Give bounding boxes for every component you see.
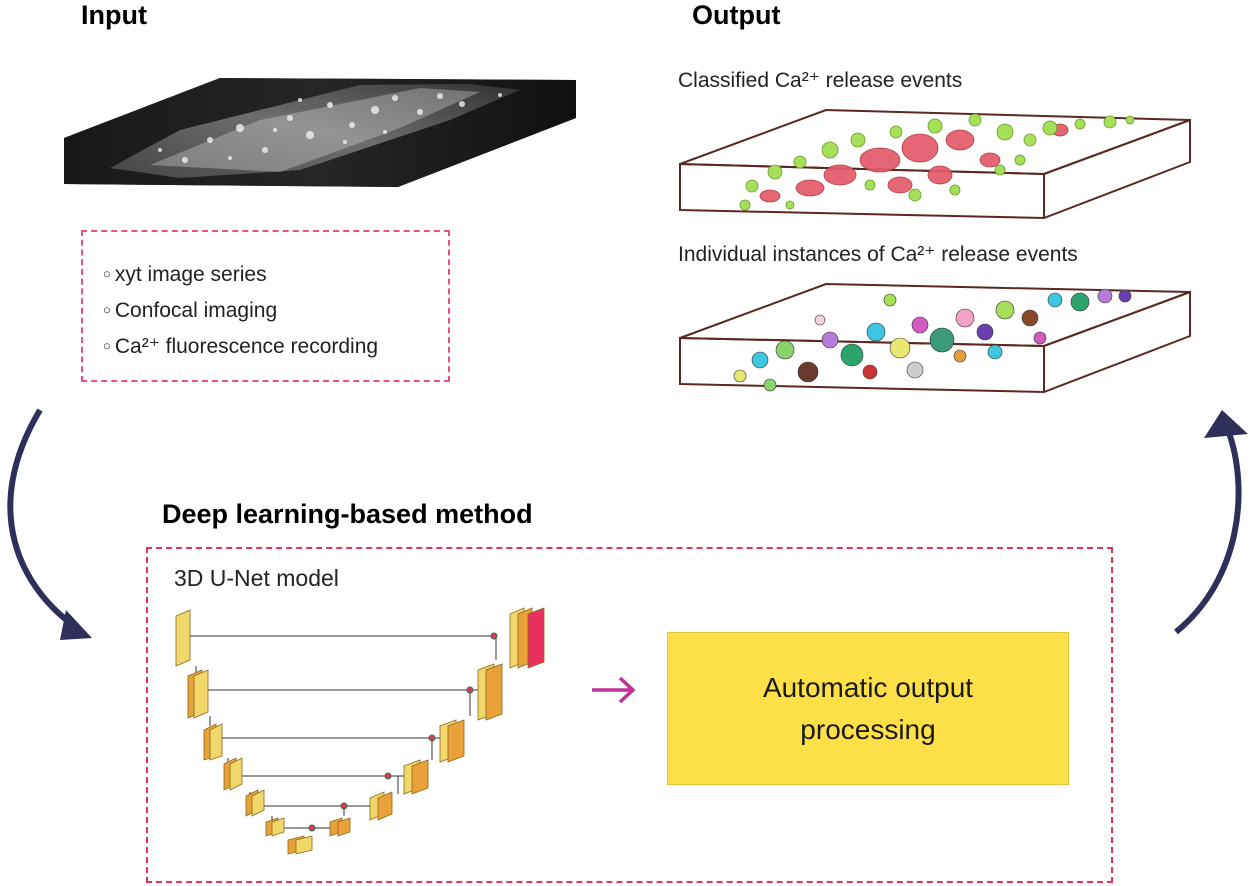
input-bullet-list: ○ xyt image series ○ Confocal imaging ○ Ca²…	[103, 258, 378, 366]
list-item: ○ Ca²⁺ fluorescence recording	[103, 335, 379, 358]
arrow-head-icon	[1204, 410, 1248, 438]
output-heading: Output	[692, 0, 781, 30]
list-item: ○ xyt image series	[103, 263, 267, 286]
model-label: 3D U-Net model	[174, 565, 339, 591]
list-item: ○ Confocal imaging	[103, 299, 278, 322]
instances-caption: Individual instances of Ca²⁺ release eve…	[678, 243, 1078, 266]
arrow-head-icon	[60, 610, 92, 640]
bullet-icon: ○	[103, 338, 111, 353]
processing-box: Automatic output processing	[667, 632, 1069, 785]
input-heading: Input	[81, 0, 147, 30]
classified-caption: Classified Ca²⁺ release events	[678, 69, 963, 92]
processing-label: Automatic output processing	[762, 671, 974, 745]
input-bullet-box	[81, 230, 450, 382]
method-heading: Deep learning-based method	[162, 499, 533, 529]
bullet-icon: ○	[103, 302, 111, 317]
bullet-icon: ○	[103, 266, 111, 281]
method-box	[146, 547, 1113, 883]
model-to-processing-arrow	[592, 676, 636, 704]
method-to-output-arrow	[1174, 428, 1242, 635]
input-to-method-arrow	[7, 408, 82, 633]
